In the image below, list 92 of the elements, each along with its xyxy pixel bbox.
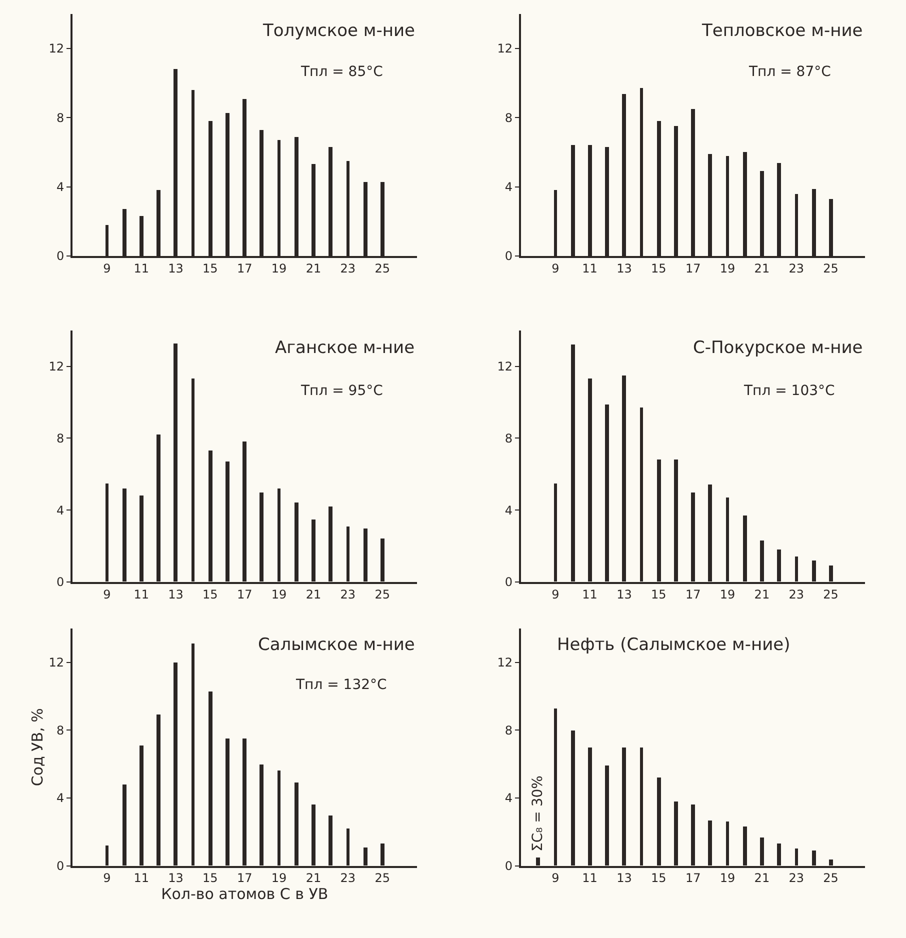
x-tick-label: 23 <box>340 871 356 886</box>
x-tick-label: 17 <box>685 587 701 602</box>
x-tick-label: 23 <box>340 261 356 276</box>
y-tick-label: 4 <box>504 180 513 194</box>
annotation: Тпл = 87°C <box>748 64 832 80</box>
y-tick-label: 8 <box>56 431 64 446</box>
annotation: Тпл = 95°C <box>300 383 384 399</box>
annotation: Тпл = 103°C <box>743 383 836 399</box>
y-tick-label: 12 <box>48 360 64 374</box>
y-tick-label: 8 <box>56 723 64 738</box>
y-tick-label: 4 <box>56 791 64 806</box>
x-tick-label: 9 <box>103 261 111 276</box>
y-tick-label: 12 <box>497 656 513 670</box>
x-tick-label: 13 <box>616 871 632 886</box>
text: С-Покурское м-ние <box>693 338 863 358</box>
x-tick-label: 23 <box>788 871 804 886</box>
x-tick-label: 15 <box>202 587 218 602</box>
x-tick-label: 15 <box>651 587 666 602</box>
x-tick-label: 25 <box>374 261 390 276</box>
x-tick-label: 19 <box>271 871 287 886</box>
x-tick-label: 21 <box>754 261 770 276</box>
y-tick-label: 0 <box>504 859 513 874</box>
x-tick-label: 17 <box>236 871 252 886</box>
x-tick-label: 11 <box>134 587 149 602</box>
x-tick-label: 15 <box>651 261 666 276</box>
x-tick-label: 23 <box>788 261 804 276</box>
text: Тепловское м-ние <box>701 21 863 41</box>
x-tick-label: 15 <box>651 871 666 886</box>
x-tick-label: 9 <box>103 871 111 886</box>
annotation: Тпл = 85°C <box>300 64 384 80</box>
x-tick-label: 17 <box>685 261 701 276</box>
x-axis-title: Кол-во атомов C в УВ <box>161 885 328 904</box>
y-tick-label: 4 <box>504 791 513 806</box>
annotation: ΣC₈ = 30% <box>530 776 546 852</box>
chart-title: Салымское м-ние <box>258 635 415 655</box>
chart-title: Нефть (Салымское м-ние) <box>557 635 790 655</box>
x-tick-label: 19 <box>271 587 287 602</box>
y-tick-label: 0 <box>56 575 64 590</box>
y-tick-label: 8 <box>504 431 513 446</box>
x-tick-label: 25 <box>374 871 390 886</box>
x-tick-label: 13 <box>168 587 184 602</box>
x-tick-label: 19 <box>271 261 287 276</box>
x-tick-label: 11 <box>134 871 149 886</box>
x-tick-label: 17 <box>685 871 701 886</box>
y-axis-title: Сод УВ, % <box>28 708 47 786</box>
y-tick-label: 0 <box>504 249 513 264</box>
x-tick-label: 21 <box>754 871 770 886</box>
text: Толумское м-ние <box>262 21 415 41</box>
y-tick-label: 8 <box>504 110 513 125</box>
x-tick-label: 11 <box>582 261 598 276</box>
y-tick-label: 0 <box>56 859 64 874</box>
x-tick-label: 9 <box>552 587 560 602</box>
x-tick-label: 21 <box>306 587 322 602</box>
y-tick-label: 8 <box>56 110 64 125</box>
y-tick-label: 12 <box>497 42 513 56</box>
x-tick-label: 17 <box>236 261 252 276</box>
x-tick-label: 13 <box>168 261 184 276</box>
x-tick-label: 19 <box>720 261 736 276</box>
x-tick-label: 11 <box>134 261 149 276</box>
x-tick-label: 25 <box>823 261 838 276</box>
x-tick-label: 15 <box>202 871 218 886</box>
y-tick-label: 0 <box>56 249 64 264</box>
x-tick-label: 21 <box>306 261 322 276</box>
x-tick-label: 25 <box>823 871 838 886</box>
x-tick-label: 9 <box>552 261 560 276</box>
x-tick-label: 21 <box>754 587 770 602</box>
y-tick-label: 0 <box>504 575 513 590</box>
y-tick-label: 4 <box>504 503 513 518</box>
x-tick-label: 13 <box>168 871 184 886</box>
x-tick-label: 19 <box>720 587 736 602</box>
y-tick-label: 8 <box>504 723 513 738</box>
x-tick-label: 9 <box>552 871 560 886</box>
x-tick-label: 23 <box>788 587 804 602</box>
x-tick-label: 19 <box>720 871 736 886</box>
y-tick-label: 12 <box>48 42 64 56</box>
x-tick-label: 25 <box>823 587 838 602</box>
x-tick-label: 13 <box>616 587 632 602</box>
x-tick-label: 21 <box>306 871 322 886</box>
y-tick-label: 12 <box>48 656 64 670</box>
y-tick-label: 4 <box>56 180 64 194</box>
text: Аганское м-ние <box>275 338 415 358</box>
x-tick-label: 9 <box>103 587 111 602</box>
y-tick-label: 12 <box>497 360 513 374</box>
x-tick-label: 11 <box>582 871 598 886</box>
x-tick-label: 11 <box>582 587 598 602</box>
x-tick-label: 13 <box>616 261 632 276</box>
x-tick-label: 25 <box>374 587 390 602</box>
annotation: Тпл = 132°C <box>295 677 388 693</box>
x-tick-label: 15 <box>202 261 218 276</box>
x-tick-label: 23 <box>340 587 356 602</box>
x-tick-label: 17 <box>236 587 252 602</box>
y-tick-label: 4 <box>56 503 64 518</box>
